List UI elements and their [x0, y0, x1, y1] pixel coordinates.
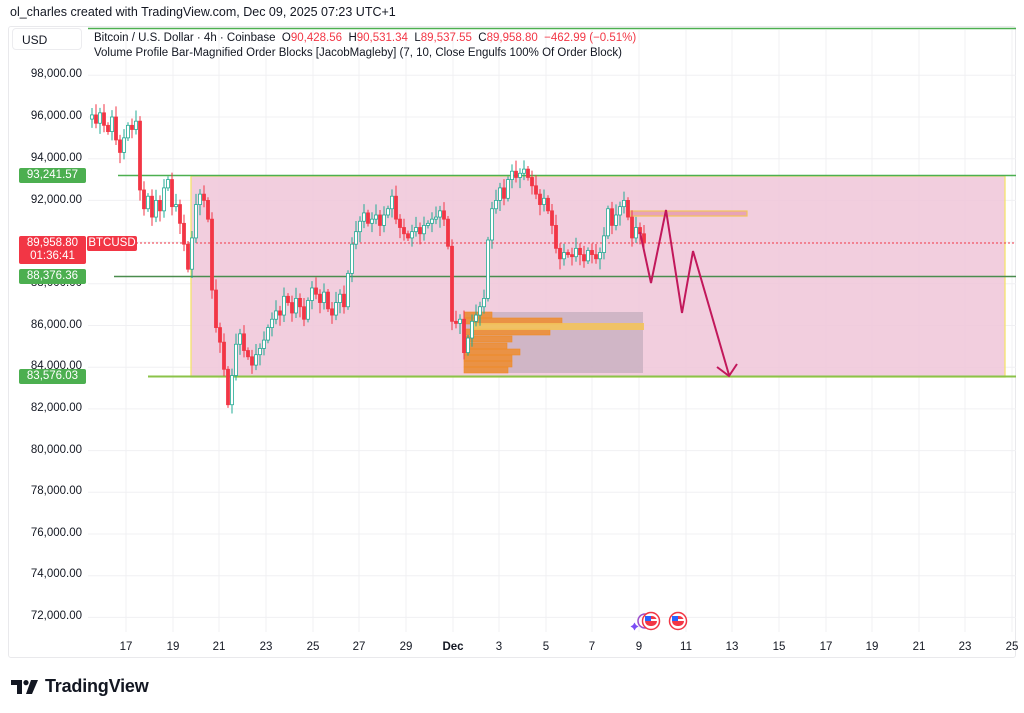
x-tick: 5: [542, 641, 550, 653]
us-flag-event-icon-2[interactable]: [668, 611, 688, 631]
y-tick: 86,000.00: [30, 319, 82, 331]
indicator-line[interactable]: Volume Profile Bar-Magnified Order Block…: [94, 47, 622, 59]
brand-name: TradingView: [45, 676, 149, 696]
x-tick: 19: [865, 641, 879, 653]
y-tick: 94,000.00: [30, 152, 82, 164]
y-tick: 78,000.00: [30, 485, 82, 497]
y-tick: 80,000.00: [30, 444, 82, 456]
x-tick: 23: [958, 641, 972, 653]
open-value: 90,428.56: [290, 32, 343, 44]
x-tick: 15: [772, 641, 786, 653]
symbol-line[interactable]: Bitcoin / U.S. Dollar · 4h · Coinbase O9…: [94, 31, 636, 46]
symbol-tag[interactable]: BTCUSD: [87, 236, 137, 251]
y-tick: 72,000.00: [30, 610, 82, 622]
events-markers[interactable]: [630, 611, 688, 631]
bar-countdown: 01:36:41: [30, 250, 75, 262]
symbol-title: Bitcoin / U.S. Dollar · 4h · Coinbase: [94, 32, 276, 44]
x-tick: 25: [1005, 641, 1019, 653]
y-tick: 82,000.00: [30, 402, 82, 414]
x-tick: 11: [680, 641, 692, 653]
resistance-price-tag[interactable]: 93,241.57: [19, 168, 86, 183]
x-tick: 23: [259, 641, 273, 653]
open-label: O: [281, 32, 291, 44]
sparkle-icon: [630, 622, 639, 631]
high-label: H: [348, 32, 357, 44]
y-tick: 92,000.00: [30, 194, 82, 206]
volume-profile: [463, 311, 644, 374]
mid-support-price-tag[interactable]: 88,376.36: [19, 269, 86, 284]
x-tick: 25: [306, 641, 320, 653]
order-block[interactable]: [629, 210, 748, 217]
chart-credit: ol_charles created with TradingView.com,…: [10, 5, 396, 19]
close-label: C: [478, 32, 487, 44]
projection-path[interactable]: [639, 209, 730, 376]
current-price: 89,958.80: [26, 237, 79, 249]
y-tick: 74,000.00: [30, 568, 82, 580]
x-tick-month: Dec: [442, 641, 464, 653]
chart-legend: Bitcoin / U.S. Dollar · 4h · Coinbase O9…: [94, 31, 636, 61]
x-tick: 13: [725, 641, 739, 653]
x-tick: 19: [166, 641, 180, 653]
currency-selector[interactable]: USD: [12, 28, 82, 50]
us-flag-event-icon[interactable]: [641, 611, 661, 631]
arrow-head-icon: [716, 363, 738, 378]
low-label: L: [414, 32, 421, 44]
y-tick: 76,000.00: [30, 527, 82, 539]
x-tick: 21: [212, 641, 226, 653]
y-tick: 96,000.00: [30, 110, 82, 122]
tradingview-brand[interactable]: TradingView: [11, 676, 149, 697]
change-value: −462.99 (−0.51%): [544, 32, 637, 44]
candles: [90, 104, 646, 414]
chart-frame: [8, 26, 1016, 658]
x-tick: 17: [819, 641, 833, 653]
x-tick: 17: [119, 641, 133, 653]
x-tick: 29: [399, 641, 413, 653]
x-tick: 27: [352, 641, 366, 653]
high-value: 90,531.34: [356, 32, 408, 44]
support-price-tag[interactable]: 83,576.03: [19, 369, 86, 384]
x-tick: 7: [588, 641, 596, 653]
y-tick: 98,000.00: [30, 68, 82, 80]
low-value: 89,537.55: [420, 32, 472, 44]
close-value: 89,958.80: [486, 32, 538, 44]
x-tick: 9: [635, 641, 643, 653]
current-price-tag[interactable]: 89,958.80 01:36:41: [19, 236, 86, 264]
x-tick: 21: [912, 641, 926, 653]
tradingview-logo-icon: [11, 679, 38, 694]
x-tick: 3: [495, 641, 503, 653]
